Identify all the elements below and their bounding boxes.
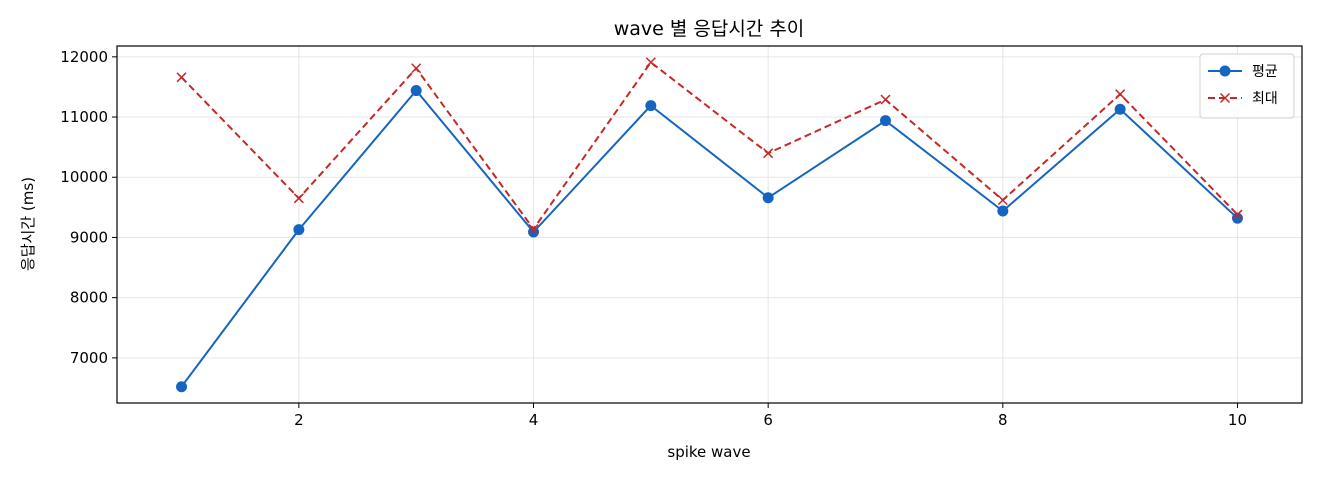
grid [117, 46, 1302, 403]
data-point [410, 85, 422, 97]
x-tick-label: 10 [1228, 411, 1247, 429]
legend-marker [1219, 92, 1231, 104]
x-marker-stroke [411, 63, 422, 74]
series-line [180, 89, 1239, 388]
x-marker-stroke [880, 94, 891, 105]
data-point [762, 192, 774, 204]
series-line [180, 61, 1239, 230]
series-1 [176, 57, 1243, 235]
y-axis-label: 응답시간 (ms) [19, 177, 37, 271]
data-point [528, 223, 539, 235]
legend-label: 평균 [1252, 64, 1278, 80]
data-point [176, 381, 188, 393]
x-tick-label: 8 [998, 411, 1008, 429]
x-marker-stroke [1219, 92, 1231, 104]
series-layer [176, 57, 1243, 393]
data-point [1114, 103, 1126, 115]
chart-title: wave 별 응답시간 추이 [614, 18, 805, 40]
x-marker-stroke [1232, 209, 1243, 220]
x-marker-stroke [176, 72, 187, 83]
x-axis-label: spike wave [667, 443, 750, 461]
legend-item: 최대 [1208, 91, 1278, 107]
plot-frame [116, 45, 1303, 404]
series-0 [176, 85, 1243, 393]
data-point [293, 224, 305, 236]
legend-label: 최대 [1252, 91, 1278, 107]
data-point [880, 94, 891, 105]
legend-marker [1219, 65, 1231, 77]
data-point [411, 63, 422, 74]
data-point [176, 72, 187, 83]
y-tick-label: 9000 [70, 228, 108, 246]
y-tick-label: 8000 [70, 289, 108, 307]
data-point [645, 100, 657, 112]
data-point [997, 205, 1009, 217]
data-point [763, 148, 774, 159]
data-point [293, 193, 304, 204]
y-tick-label: 10000 [60, 168, 108, 186]
y-tick-label: 7000 [70, 349, 108, 367]
ticks: 2 4 6 8 10 7000 8000 9000 10000 11000 12000 [60, 48, 1247, 429]
y-tick-label: 12000 [60, 48, 108, 66]
data-point [879, 115, 891, 127]
data-point [528, 226, 540, 238]
x-marker-stroke [293, 193, 304, 204]
legend-box [1199, 53, 1295, 119]
y-tick-label: 11000 [60, 108, 108, 126]
x-tick-label: 6 [763, 411, 773, 429]
data-point [997, 195, 1008, 206]
x-marker-stroke [528, 223, 539, 235]
data-point [645, 57, 656, 68]
x-tick-label: 4 [529, 411, 539, 429]
legend-item: 평균 [1208, 64, 1278, 80]
x-tick-label: 2 [294, 411, 304, 429]
x-marker-stroke [645, 57, 656, 68]
x-marker-stroke [763, 148, 774, 159]
x-marker-stroke [1115, 89, 1126, 100]
data-point [1115, 89, 1126, 100]
x-marker-stroke [997, 195, 1008, 206]
data-point [1232, 209, 1243, 220]
data-point [1231, 212, 1243, 224]
